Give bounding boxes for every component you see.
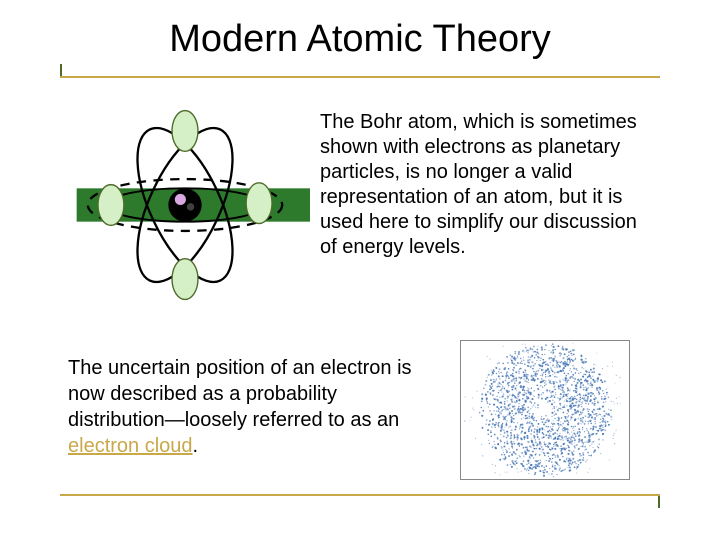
slide: Modern Atomic Theory The Bohr atom, whic… — [0, 0, 720, 540]
atom-icon — [60, 100, 310, 310]
top-rule — [60, 76, 660, 78]
body-paragraph-1: The Bohr atom, which is sometimes shown … — [320, 110, 650, 260]
para2-pre: The uncertain position of an electron is… — [68, 357, 412, 431]
bottom-rule — [60, 494, 660, 496]
top-rule-tick — [60, 64, 62, 76]
cloud-icon — [461, 341, 629, 479]
electron-cloud-diagram — [460, 340, 630, 480]
bottom-rule-tick — [658, 496, 660, 508]
bohr-atom-diagram — [60, 100, 310, 310]
body-paragraph-2: The uncertain position of an electron is… — [68, 355, 428, 459]
para2-post: . — [193, 435, 199, 457]
electron-cloud-keyword: electron cloud — [68, 435, 193, 457]
page-title: Modern Atomic Theory — [0, 0, 720, 61]
